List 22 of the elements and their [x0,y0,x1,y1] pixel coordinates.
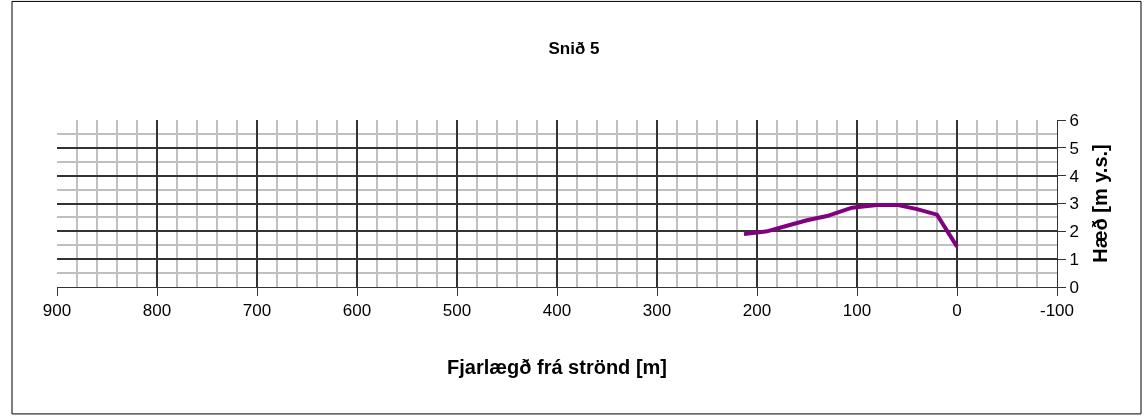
chart-title: Snið 5 [548,38,600,58]
y-tick-label: 4 [1069,166,1079,186]
x-tick-label: 500 [442,301,472,321]
x-tick-label: 0 [952,301,962,321]
y-axis-title: Hæð [m y.s.] [1089,144,1112,263]
y-tick-label: 1 [1069,250,1079,270]
x-tick-label: 300 [642,301,672,321]
x-tick-label: 800 [142,301,172,321]
x-axis-title: Fjarlægð frá strönd [m] [446,355,668,378]
y-tick-label: 2 [1069,222,1079,242]
x-tick-label: 700 [242,301,272,321]
x-tick-label: 100 [842,301,872,321]
x-tick-label: -100 [1039,301,1075,321]
y-tick-label: 5 [1069,138,1079,158]
x-tick-label: 200 [742,301,772,321]
y-tick-label: 3 [1069,194,1079,214]
x-tick-label: 900 [42,301,72,321]
y-tick-label: 6 [1069,110,1079,130]
line-series [742,202,959,249]
y-tick-label: 0 [1069,277,1079,297]
x-tick-label: 400 [542,301,572,321]
x-tick-label: 600 [342,301,372,321]
